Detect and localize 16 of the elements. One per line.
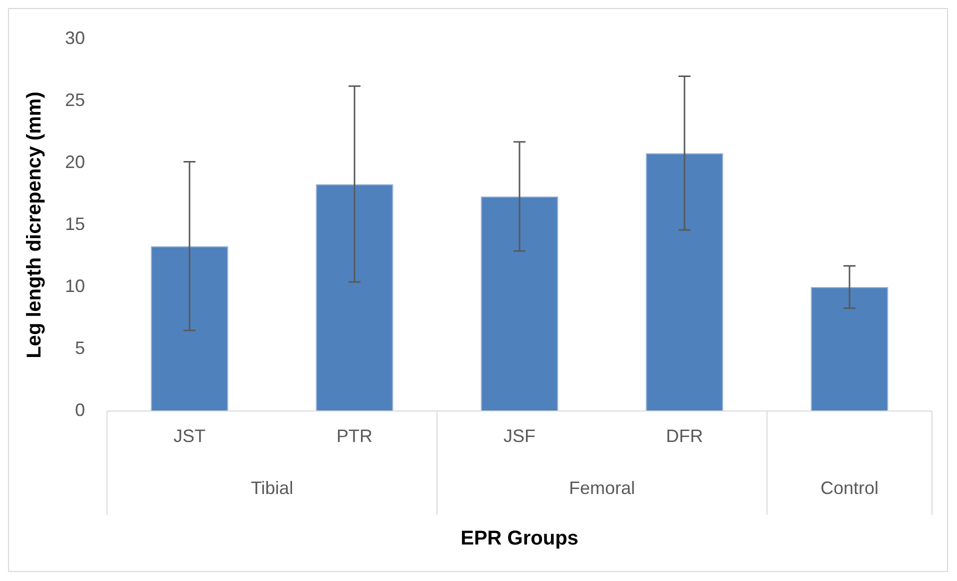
y-tick-label: 10 (64, 276, 86, 296)
y-tick-label: 5 (75, 338, 86, 358)
y-tick-label: 30 (64, 28, 86, 48)
x-tick-label: PTR (336, 426, 373, 446)
x-tick-label: DFR (666, 426, 704, 446)
y-tick-label: 0 (75, 400, 86, 420)
y-tick-label: 20 (64, 152, 86, 172)
y-axis-title: Leg length dicrepency (mm) (24, 92, 46, 358)
text: Tibial (250, 478, 294, 498)
x-tick-label: JSF (504, 426, 536, 446)
y-tick-label: 15 (64, 214, 86, 234)
text: Control (820, 478, 879, 498)
text: Femoral (569, 478, 636, 498)
y-tick-label: 25 (64, 90, 86, 110)
x-tick-label: JST (174, 426, 206, 446)
x-axis-title: EPR Groups (460, 528, 578, 550)
